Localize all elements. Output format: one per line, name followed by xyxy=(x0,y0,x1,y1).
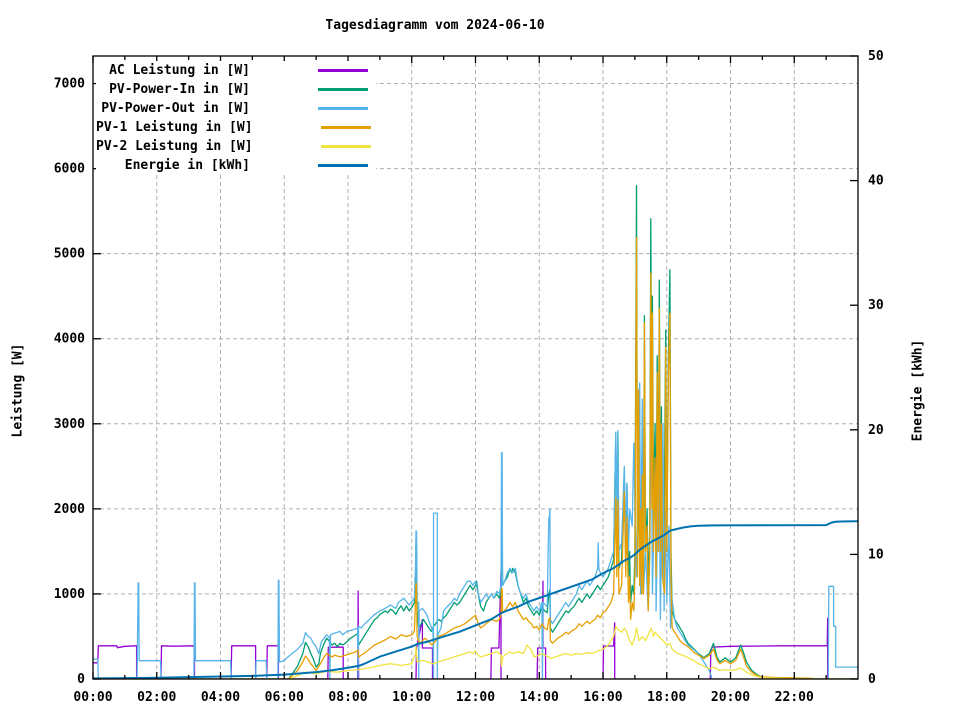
legend-label-pv2: PV-2 Leistung in [W] xyxy=(96,139,253,154)
y-tick-label: 7000 xyxy=(54,77,85,92)
x-tick-label: 10:00 xyxy=(392,690,431,705)
series-energie xyxy=(93,520,858,679)
legend: AC Leistung in [W] PV-Power-In in [W] PV… xyxy=(96,61,376,175)
legend-item-pv1: PV-1 Leistung in [W] xyxy=(96,118,376,137)
x-tick-label: 18:00 xyxy=(647,690,686,705)
y2-tick-label: 10 xyxy=(868,547,884,562)
x-tick-label: 12:00 xyxy=(456,690,495,705)
y-tick-label: 1000 xyxy=(54,587,85,602)
legend-label-pv-in: PV-Power-In in [W] xyxy=(109,82,250,97)
y2-tick-label: 30 xyxy=(868,298,884,313)
x-tick-label: 08:00 xyxy=(328,690,367,705)
series-group xyxy=(93,184,858,679)
legend-label-ac: AC Leistung in [W] xyxy=(109,63,250,78)
x-tick-label: 16:00 xyxy=(583,690,622,705)
y2-axis-label: Energie [kWh] xyxy=(910,339,926,442)
legend-item-pv-out: PV-Power-Out in [W] xyxy=(96,99,376,118)
legend-swatch-pv1 xyxy=(320,126,371,129)
y-tick-label: 4000 xyxy=(54,332,85,347)
y2-tick-label: 0 xyxy=(868,672,876,687)
legend-swatch-pv-out xyxy=(318,107,368,110)
legend-label-pv-out: PV-Power-Out in [W] xyxy=(101,101,250,116)
y2-tick-label: 20 xyxy=(868,423,884,438)
y-tick-label: 5000 xyxy=(54,247,85,262)
y-tick-label: 3000 xyxy=(54,417,85,432)
legend-item-pv-in: PV-Power-In in [W] xyxy=(96,80,376,99)
legend-item-ac: AC Leistung in [W] xyxy=(96,61,376,80)
series-pv1-leistung xyxy=(93,236,858,679)
legend-swatch-ac xyxy=(318,69,368,72)
series-pv2-leistung xyxy=(93,625,858,679)
legend-swatch-energie xyxy=(318,164,368,167)
x-tick-label: 02:00 xyxy=(137,690,176,705)
y2-tick-label: 40 xyxy=(868,174,884,189)
legend-swatch-pv2 xyxy=(320,145,371,148)
legend-label-pv1: PV-1 Leistung in [W] xyxy=(96,120,253,135)
y-tick-label: 2000 xyxy=(54,502,85,517)
y-tick-label: 0 xyxy=(77,672,85,687)
x-tick-label: 14:00 xyxy=(520,690,559,705)
x-tick-label: 06:00 xyxy=(265,690,304,705)
legend-label-energie: Energie in [kWh] xyxy=(124,158,250,173)
y-axis-label: Leistung [W] xyxy=(10,343,26,438)
y-tick-label: 6000 xyxy=(54,162,85,177)
x-tick-label: 20:00 xyxy=(711,690,750,705)
x-tick-label: 00:00 xyxy=(73,690,112,705)
legend-swatch-pv-in xyxy=(318,88,368,91)
y2-tick-label: 50 xyxy=(868,49,884,64)
x-tick-label: 04:00 xyxy=(201,690,240,705)
x-tick-label: 22:00 xyxy=(775,690,814,705)
chart-title: Tagesdiagramm vom 2024-06-10 xyxy=(325,18,545,33)
legend-item-pv2: PV-2 Leistung in [W] xyxy=(96,137,376,156)
legend-item-energie: Energie in [kWh] xyxy=(96,156,376,175)
